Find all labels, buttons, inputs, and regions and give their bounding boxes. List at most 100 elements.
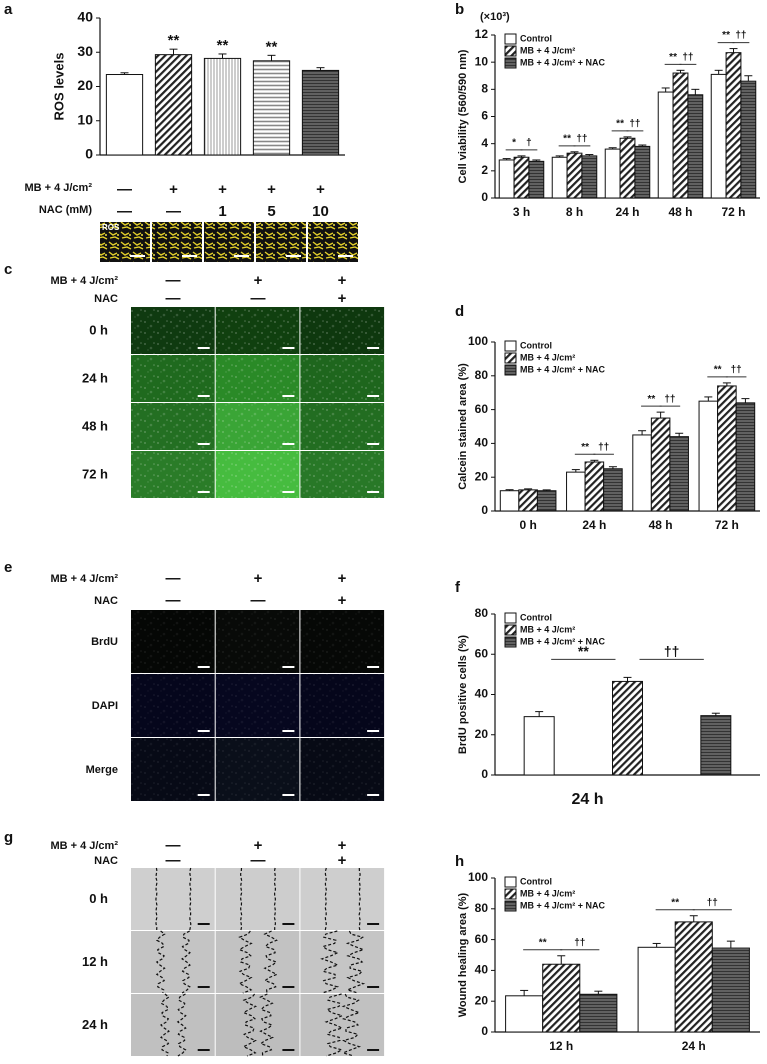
condition-mark: + bbox=[338, 290, 347, 307]
significance: ** bbox=[671, 897, 679, 908]
significance: ** bbox=[714, 365, 722, 376]
bar bbox=[581, 155, 598, 199]
y-axis-label: Wound healing area (%) bbox=[457, 892, 469, 1017]
condition-mark: + bbox=[267, 181, 276, 198]
x-tick-label: 48 h bbox=[668, 205, 692, 219]
significance: †† bbox=[576, 133, 587, 144]
legend-label: Control bbox=[520, 876, 552, 886]
wound-edge bbox=[324, 993, 344, 1057]
micrograph bbox=[215, 868, 300, 930]
bar bbox=[536, 490, 557, 512]
legend-label: MB + 4 J/cm² + NAC bbox=[520, 900, 606, 910]
y-tick-label: 0 bbox=[481, 1024, 488, 1038]
condition-mark: + bbox=[218, 181, 227, 198]
significance: †† bbox=[731, 365, 742, 376]
micrograph bbox=[131, 868, 215, 930]
significance: ** bbox=[539, 937, 547, 948]
micrograph-texture bbox=[215, 355, 300, 402]
bar bbox=[650, 417, 671, 512]
y-tick-label: 30 bbox=[77, 43, 93, 59]
row-label: 72 h bbox=[82, 466, 108, 481]
y-tick-label: 20 bbox=[475, 993, 489, 1007]
wound-edge bbox=[273, 867, 277, 930]
row-label: BrdU bbox=[91, 636, 118, 648]
significance: ** bbox=[578, 643, 589, 659]
y-tick-label: 40 bbox=[77, 9, 93, 25]
legend-label: MB + 4 J/cm² + NAC bbox=[520, 364, 606, 374]
condition-label: NAC bbox=[94, 595, 118, 607]
row-label: 24 h bbox=[82, 370, 108, 385]
y-tick-label: 100 bbox=[468, 870, 488, 884]
micrograph-texture bbox=[215, 674, 300, 737]
y-tick-label: 60 bbox=[475, 402, 489, 416]
y-tick-label: 60 bbox=[475, 646, 489, 660]
condition-mark: — bbox=[166, 852, 181, 869]
legend-label: MB + 4 J/cm² + NAC bbox=[520, 57, 606, 67]
wound-edge bbox=[320, 930, 340, 994]
micrograph-texture bbox=[131, 307, 215, 354]
condition-mark: + bbox=[338, 570, 347, 587]
significance: ** bbox=[266, 38, 278, 55]
micrograph-texture bbox=[300, 738, 385, 801]
row-label: Merge bbox=[86, 764, 118, 776]
y-tick-label: 60 bbox=[475, 932, 489, 946]
y-tick-label: 4 bbox=[481, 136, 488, 150]
bar bbox=[252, 60, 291, 156]
significance: †† bbox=[707, 897, 718, 908]
condition-mark: — bbox=[251, 852, 266, 869]
micrograph-texture bbox=[300, 403, 385, 450]
micrograph bbox=[300, 868, 385, 930]
significance: †† bbox=[598, 442, 609, 453]
bar bbox=[579, 993, 618, 1033]
wound-edge bbox=[237, 930, 253, 994]
condition-mark: + bbox=[338, 592, 347, 609]
condition-mark: + bbox=[316, 181, 325, 198]
micrograph bbox=[131, 994, 215, 1056]
bar bbox=[499, 490, 520, 512]
row-label: 48 h bbox=[82, 418, 108, 433]
legend-swatch bbox=[504, 624, 517, 636]
wound-edge bbox=[155, 867, 158, 931]
micrograph-texture bbox=[300, 610, 385, 673]
micrograph-texture bbox=[300, 451, 385, 498]
bar bbox=[203, 57, 242, 156]
micrograph bbox=[300, 931, 385, 993]
legend-swatch bbox=[504, 57, 517, 69]
micrograph-texture bbox=[131, 451, 215, 498]
condition-mark: — bbox=[117, 181, 132, 198]
bar bbox=[619, 137, 636, 199]
significance: †† bbox=[664, 394, 675, 405]
micrograph-texture bbox=[131, 355, 215, 402]
condition-label: MB + 4 J/cm² bbox=[50, 275, 118, 287]
significance: ** bbox=[669, 52, 677, 63]
wound-edge bbox=[176, 993, 187, 1057]
bar bbox=[700, 715, 732, 776]
bar bbox=[566, 471, 586, 512]
condition-mark: — bbox=[166, 837, 181, 854]
micrograph-texture bbox=[131, 610, 215, 673]
condition-label: NAC bbox=[94, 293, 118, 305]
significance: ** bbox=[217, 37, 229, 54]
legend-label: MB + 4 J/cm² bbox=[520, 352, 575, 362]
panel-label: f bbox=[455, 579, 461, 596]
row-label: 0 h bbox=[89, 891, 108, 906]
micrograph bbox=[215, 994, 300, 1056]
bar bbox=[698, 400, 719, 512]
condition-mark: + bbox=[338, 837, 347, 854]
bar bbox=[632, 434, 652, 512]
wound-edge bbox=[242, 993, 258, 1057]
micrograph-texture bbox=[215, 738, 300, 801]
condition-mark: + bbox=[169, 181, 178, 198]
y-tick-label: 12 bbox=[475, 27, 489, 41]
x-tick-label: 72 h bbox=[721, 205, 745, 219]
legend-label: MB + 4 J/cm² bbox=[520, 624, 575, 634]
legend-swatch bbox=[504, 364, 517, 376]
legend-label: Control bbox=[520, 340, 552, 350]
x-tick-label: 8 h bbox=[566, 205, 583, 219]
wound-edge bbox=[159, 993, 170, 1057]
y-tick-label: 20 bbox=[77, 77, 93, 93]
bar bbox=[657, 91, 674, 199]
bar bbox=[301, 69, 340, 156]
bar bbox=[711, 947, 750, 1033]
x-tick-label: 72 h bbox=[715, 518, 739, 532]
